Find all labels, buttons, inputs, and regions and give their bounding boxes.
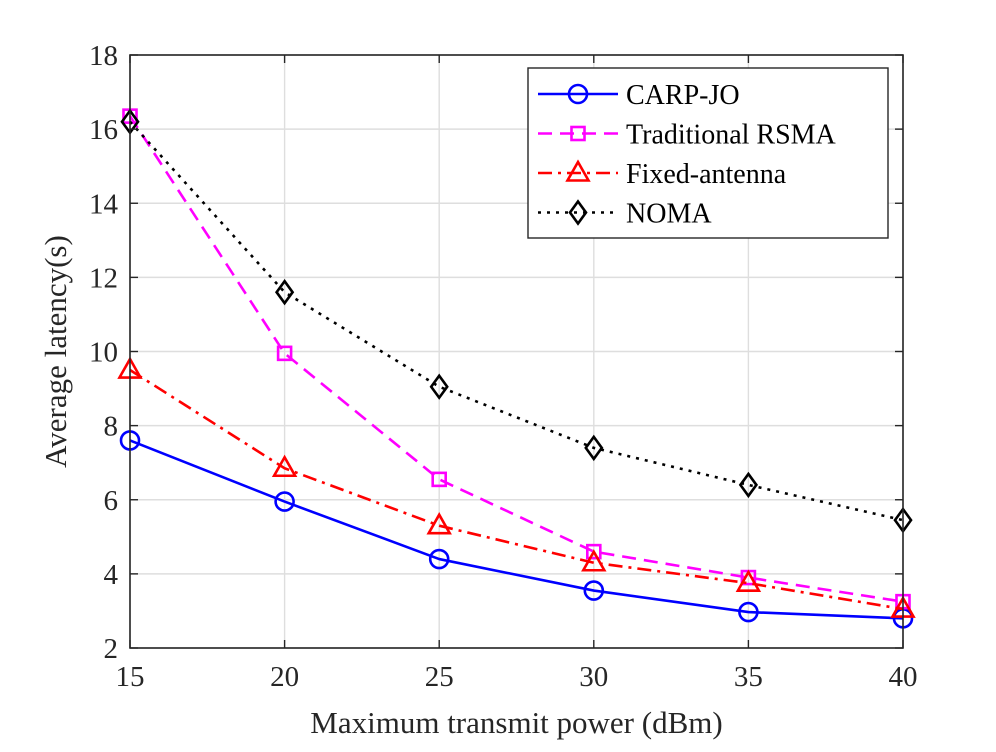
y-tick-label: 2 (104, 633, 119, 665)
series-line-carp-jo (129, 439, 904, 620)
y-tick-label: 6 (104, 485, 119, 517)
legend-marker-noma (568, 199, 588, 226)
y-tick-labels: 2 4 6 8 10 12 14 16 18 (89, 40, 119, 665)
data-point-fixed-antenna (581, 549, 607, 572)
data-point-traditional-rsma (431, 471, 448, 488)
data-point-noma (584, 434, 604, 462)
legend-entry-noma: NOMA (538, 199, 712, 230)
data-point-fixed-antenna (271, 454, 298, 478)
data-point-carp-jo (738, 601, 759, 623)
y-tick-label: 14 (89, 188, 119, 220)
data-point-traditional-rsma (276, 345, 293, 362)
x-tick-label: 30 (579, 661, 608, 693)
series-line-fixed-antenna (129, 368, 904, 611)
y-tick-label: 16 (89, 114, 118, 146)
legend: CARP-JO Traditional RSMA Fixed-antenna NOMA (527, 67, 889, 239)
data-point-carp-jo (274, 491, 295, 512)
x-tick-label: 40 (889, 661, 918, 693)
data-point-fixed-antenna (426, 512, 452, 535)
series-line-noma (129, 120, 904, 522)
legend-label-carp-jo: CARP-JO (626, 80, 740, 111)
y-tick-label: 18 (89, 40, 118, 72)
data-point-fixed-antenna (735, 569, 762, 592)
y-tick-label: 4 (104, 559, 119, 591)
y-axis-label: Average latency(s) (38, 235, 73, 468)
y-tick-label: 8 (104, 411, 119, 443)
tick-marks (129, 54, 904, 649)
x-tick-label: 35 (734, 661, 763, 693)
x-tick-label: 25 (425, 661, 454, 693)
data-point-carp-jo (583, 580, 605, 601)
data-point-carp-jo (428, 548, 450, 570)
legend-label-noma: NOMA (626, 199, 712, 230)
x-tick-label: 15 (116, 661, 145, 693)
x-tick-label: 20 (270, 661, 299, 693)
series-noma (120, 108, 913, 534)
legend-entry-fixed-antenna: Fixed-antenna (538, 159, 787, 190)
legend-entry-carp-jo: CARP-JO (538, 80, 740, 111)
data-point-noma (429, 373, 449, 400)
legend-marker-carp-jo (567, 83, 589, 105)
legend-label-fixed-antenna: Fixed-antenna (626, 159, 787, 190)
x-tick-labels: 15 20 25 30 35 40 (116, 661, 918, 693)
x-axis-label: Maximum transmit power (dBm) (310, 705, 722, 740)
legend-entry-traditional-rsma: Traditional RSMA (538, 120, 837, 151)
data-point-traditional-rsma (585, 543, 602, 560)
data-point-noma (738, 471, 759, 499)
legend-marker-traditional-rsma (570, 125, 586, 142)
legend-items: CARP-JO Traditional RSMA Fixed-antenna NOMA (538, 80, 837, 230)
series-line-traditional-rsma (128, 115, 904, 603)
y-tick-label: 12 (89, 262, 118, 294)
y-tick-label: 10 (89, 337, 118, 369)
legend-label-traditional-rsma: Traditional RSMA (626, 120, 837, 151)
legend-marker-fixed-antenna (565, 159, 591, 182)
data-point-noma (274, 278, 295, 306)
